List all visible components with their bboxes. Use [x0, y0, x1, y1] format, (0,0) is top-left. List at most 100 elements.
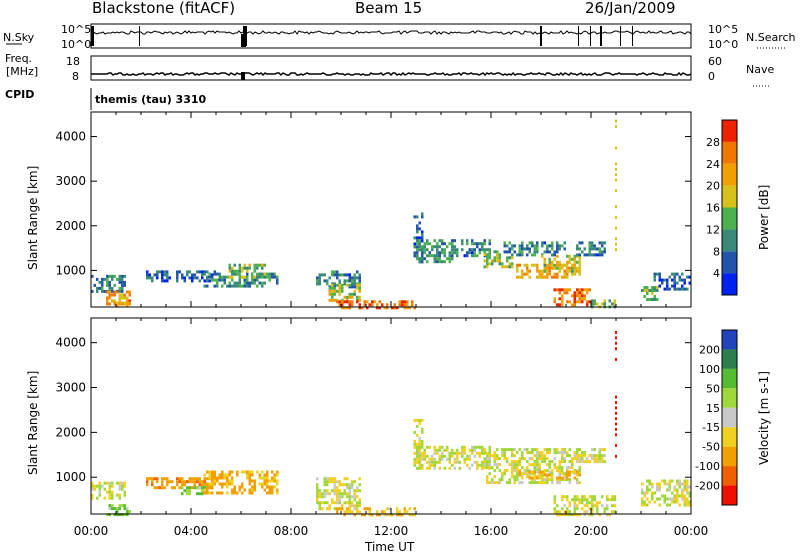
heatmap-cell — [188, 489, 191, 493]
heatmap-cell — [161, 270, 164, 274]
heatmap-cell — [166, 480, 169, 484]
heatmap-cell — [448, 466, 451, 470]
heatmap-cell — [213, 476, 216, 480]
heatmap-cell — [383, 306, 386, 310]
heatmap-cell — [586, 288, 589, 292]
heatmap-cell — [516, 463, 519, 467]
heatmap-cell — [323, 279, 326, 283]
heatmap-cell — [566, 269, 569, 273]
heatmap-cell — [558, 478, 561, 482]
heatmap-cell — [416, 242, 419, 246]
heatmap-cell — [558, 247, 561, 251]
heatmap-cell — [488, 445, 491, 449]
heatmap-cell — [186, 480, 189, 484]
heatmap-cell — [396, 306, 399, 310]
heatmap-cell — [511, 460, 514, 464]
heatmap-cell — [421, 230, 424, 234]
heatmap-cell — [233, 269, 236, 273]
heatmap-cell — [346, 507, 349, 511]
heatmap-cell — [683, 488, 686, 492]
heatmap-cell — [516, 469, 519, 473]
heatmap-cell — [556, 272, 559, 276]
heatmap-cell — [256, 263, 259, 267]
heatmap-cell — [416, 251, 419, 255]
heatmap-cell — [333, 480, 336, 484]
heatmap-cell — [561, 451, 564, 455]
heatmap-cell — [338, 289, 341, 293]
nave-label: Nave — [746, 63, 774, 76]
heatmap-cell — [351, 303, 354, 307]
heatmap-cell — [536, 250, 539, 254]
velocity-x-ticks — [90, 318, 692, 514]
heatmap-cell — [443, 248, 446, 252]
heatmap-cell — [316, 498, 319, 502]
heatmap-cell — [221, 275, 224, 279]
heatmap-cell — [615, 215, 617, 219]
heatmap-cell — [126, 510, 129, 514]
heatmap-cell — [408, 513, 411, 517]
heatmap-cell — [271, 272, 274, 276]
heatmap-cell — [276, 473, 279, 477]
heatmap-cell — [106, 283, 109, 287]
heatmap-cell — [203, 473, 206, 477]
heatmap-cell — [236, 281, 239, 285]
heatmap-cell — [431, 460, 434, 464]
heatmap-cell — [493, 259, 496, 263]
heatmap-cell — [183, 480, 186, 484]
heatmap-cell — [466, 242, 469, 246]
heatmap-cell — [438, 448, 441, 452]
power-ylabel: Slant Range [km] — [26, 166, 40, 270]
heatmap-cell — [183, 276, 186, 280]
heatmap-cell — [573, 257, 576, 261]
heatmap-cell — [351, 279, 354, 283]
heatmap-cell — [578, 291, 581, 295]
heatmap-cell — [496, 256, 499, 260]
y-tick-label: 4000 — [55, 336, 86, 350]
heatmap-cell — [413, 215, 416, 219]
heatmap-cell — [146, 483, 149, 487]
heatmap-cell — [358, 279, 361, 283]
heatmap-cell — [546, 478, 549, 482]
heatmap-cell — [641, 497, 644, 501]
heatmap-cell — [563, 472, 566, 476]
heatmap-cell — [108, 504, 111, 508]
heatmap-cell — [333, 298, 336, 302]
heatmap-cell — [521, 472, 524, 476]
heatmap-cell — [246, 269, 249, 273]
heatmap-cell — [233, 485, 236, 489]
heatmap-cell — [423, 248, 426, 252]
heatmap-cell — [486, 256, 489, 260]
heatmap-cell — [263, 488, 266, 492]
heatmap-cell — [318, 276, 321, 280]
heatmap-cell — [613, 504, 616, 508]
heatmap-cell — [418, 454, 421, 458]
heatmap-cell — [241, 470, 244, 474]
heatmap-cell — [271, 488, 274, 492]
heatmap-cell — [356, 295, 359, 299]
heatmap-cell — [643, 289, 646, 292]
heatmap-cell — [506, 259, 509, 263]
heatmap-cell — [498, 469, 501, 473]
heatmap-cell — [591, 454, 594, 458]
heatmap-cell — [261, 266, 264, 270]
heatmap-cell — [643, 295, 646, 298]
heatmap-cell — [388, 507, 391, 511]
nsky-tick-high: 10^5 — [61, 23, 91, 36]
heatmap-cell — [271, 491, 274, 495]
heatmap-cell — [206, 270, 209, 274]
heatmap-cell — [201, 483, 204, 487]
heatmap-cell — [581, 250, 584, 254]
heatmap-cell — [168, 276, 171, 280]
heatmap-cell — [615, 400, 617, 404]
heatmap-cell — [358, 498, 361, 502]
heatmap-cell — [511, 469, 514, 473]
heatmap-cell — [506, 256, 509, 260]
heatmap-cell — [358, 283, 361, 287]
heatmap-cell — [421, 236, 424, 240]
heatmap-cell — [336, 486, 339, 490]
heatmap-cell — [591, 448, 594, 452]
heatmap-cell — [433, 463, 436, 467]
heatmap-cell — [683, 281, 686, 285]
heatmap-cell — [231, 479, 234, 483]
heatmap-cell — [231, 488, 234, 492]
